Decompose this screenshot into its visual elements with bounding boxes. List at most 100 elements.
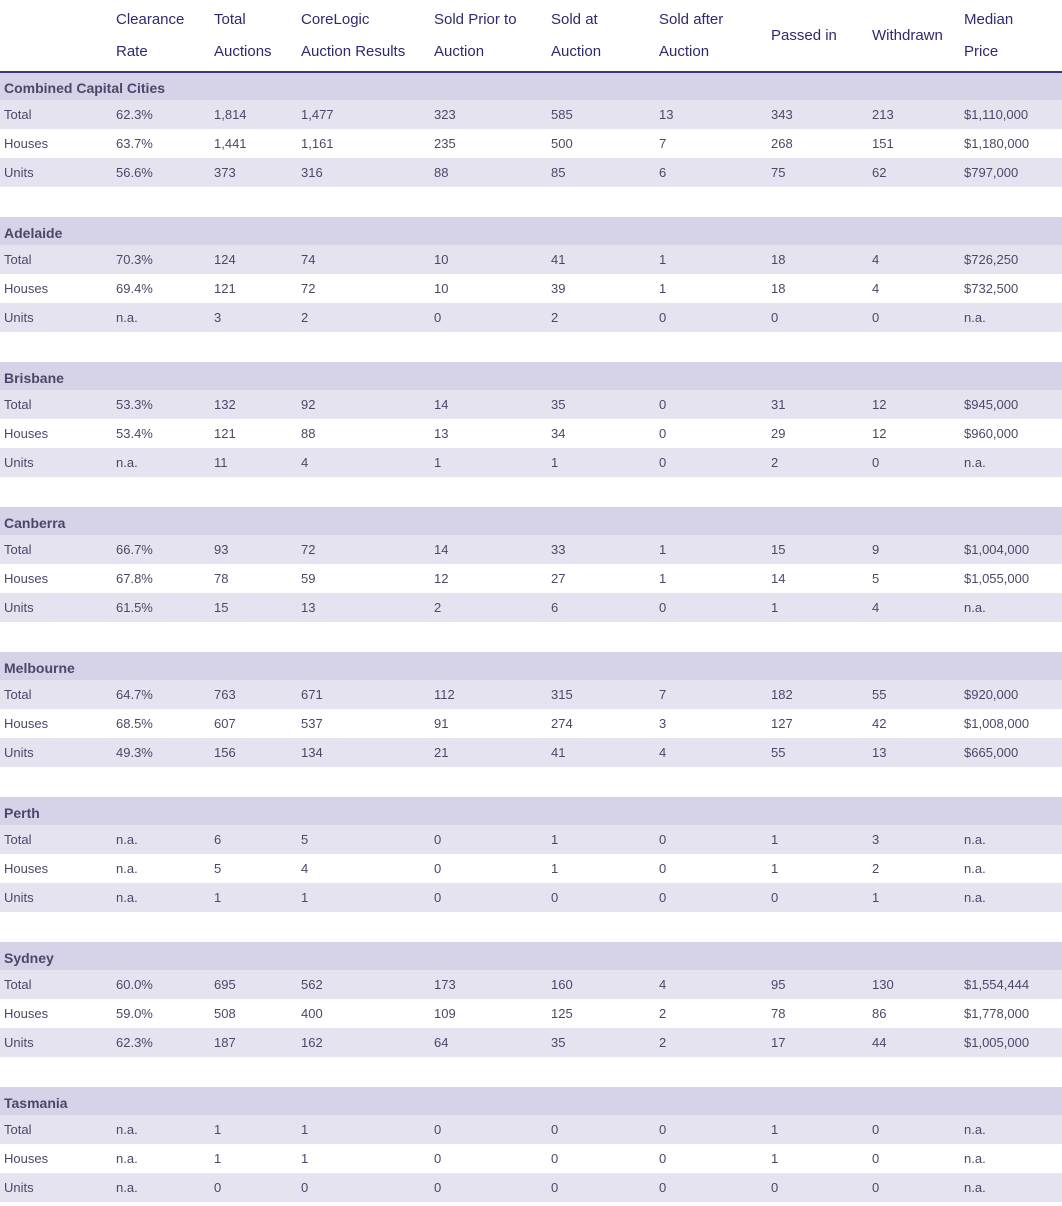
cell-median-price: $1,180,000 (960, 129, 1062, 158)
table-row: Total 53.3% 132 92 14 35 0 31 12 $945,000 (0, 390, 1062, 419)
cell-passed-in: 2 (767, 448, 868, 477)
cell-sold-after: 0 (655, 593, 767, 622)
cell-sold-after: 0 (655, 1115, 767, 1144)
cell-sold-after: 0 (655, 448, 767, 477)
cell-total-auctions: 763 (210, 680, 297, 709)
cell-sold-at: 27 (547, 564, 655, 593)
cell-withdrawn: 151 (868, 129, 960, 158)
cell-sold-prior: 88 (430, 158, 547, 187)
cell-corelogic-results: 72 (297, 274, 430, 303)
cell-sold-at: 315 (547, 680, 655, 709)
cell-corelogic-results: 4 (297, 854, 430, 883)
cell-total-auctions: 132 (210, 390, 297, 419)
spacer-cell (0, 622, 1062, 652)
header-corelogic-results: CoreLogic Auction Results (297, 0, 430, 73)
cell-sold-prior: 0 (430, 883, 547, 912)
spacer-row (0, 187, 1062, 217)
cell-sold-after: 7 (655, 129, 767, 158)
cell-passed-in: 55 (767, 738, 868, 767)
cell-median-price: $1,008,000 (960, 709, 1062, 738)
cell-sold-prior: 10 (430, 274, 547, 303)
cell-passed-in: 18 (767, 245, 868, 274)
table-row: Total n.a. 6 5 0 1 0 1 3 n.a. (0, 825, 1062, 854)
cell-row-label: Houses (0, 854, 112, 883)
cell-corelogic-results: 5 (297, 825, 430, 854)
header-sold-after: Sold after Auction (655, 0, 767, 73)
cell-row-label: Total (0, 100, 112, 129)
cell-clearance-rate: 67.8% (112, 564, 210, 593)
cell-clearance-rate: n.a. (112, 825, 210, 854)
table-row: Houses 59.0% 508 400 109 125 2 78 86 $1,778,000 (0, 999, 1062, 1028)
cell-sold-prior: 91 (430, 709, 547, 738)
cell-row-label: Units (0, 883, 112, 912)
cell-corelogic-results: 88 (297, 419, 430, 448)
cell-corelogic-results: 92 (297, 390, 430, 419)
cell-corelogic-results: 13 (297, 593, 430, 622)
table-row: Units n.a. 11 4 1 1 0 2 0 n.a. (0, 448, 1062, 477)
cell-sold-prior: 0 (430, 1115, 547, 1144)
cell-sold-at: 0 (547, 1144, 655, 1173)
cell-total-auctions: 156 (210, 738, 297, 767)
cell-clearance-rate: 53.4% (112, 419, 210, 448)
cell-passed-in: 17 (767, 1028, 868, 1057)
cell-withdrawn: 4 (868, 274, 960, 303)
cell-sold-at: 39 (547, 274, 655, 303)
cell-row-label: Units (0, 1173, 112, 1202)
cell-median-price: $797,000 (960, 158, 1062, 187)
cell-withdrawn: 13 (868, 738, 960, 767)
cell-total-auctions: 93 (210, 535, 297, 564)
cell-sold-after: 0 (655, 1144, 767, 1173)
cell-median-price: $945,000 (960, 390, 1062, 419)
cell-sold-after: 0 (655, 419, 767, 448)
cell-row-label: Units (0, 1028, 112, 1057)
cell-total-auctions: 6 (210, 825, 297, 854)
cell-withdrawn: 9 (868, 535, 960, 564)
cell-clearance-rate: n.a. (112, 1144, 210, 1173)
cell-median-price: n.a. (960, 1173, 1062, 1202)
cell-sold-at: 274 (547, 709, 655, 738)
cell-passed-in: 75 (767, 158, 868, 187)
cell-withdrawn: 44 (868, 1028, 960, 1057)
table-row: Units n.a. 3 2 0 2 0 0 0 n.a. (0, 303, 1062, 332)
region-name: Combined Capital Cities (4, 80, 166, 96)
cell-clearance-rate: n.a. (112, 883, 210, 912)
header-total-auctions: Total Auctions (210, 0, 297, 73)
cell-sold-prior: 323 (430, 100, 547, 129)
cell-clearance-rate: 64.7% (112, 680, 210, 709)
cell-sold-after: 2 (655, 999, 767, 1028)
cell-row-label: Houses (0, 274, 112, 303)
cell-sold-after: 0 (655, 825, 767, 854)
cell-median-price: $665,000 (960, 738, 1062, 767)
cell-withdrawn: 0 (868, 1115, 960, 1144)
cell-sold-prior: 21 (430, 738, 547, 767)
cell-withdrawn: 0 (868, 303, 960, 332)
cell-total-auctions: 1,814 (210, 100, 297, 129)
cell-total-auctions: 5 (210, 854, 297, 883)
cell-sold-at: 1 (547, 854, 655, 883)
region-header: Combined Capital Cities (0, 72, 1062, 100)
cell-corelogic-results: 562 (297, 970, 430, 999)
spacer-row (0, 332, 1062, 362)
table-row: Units 61.5% 15 13 2 6 0 1 4 n.a. (0, 593, 1062, 622)
cell-sold-prior: 0 (430, 854, 547, 883)
cell-total-auctions: 607 (210, 709, 297, 738)
cell-median-price: n.a. (960, 854, 1062, 883)
cell-withdrawn: 4 (868, 593, 960, 622)
table-row: Units 56.6% 373 316 88 85 6 75 62 $797,000 (0, 158, 1062, 187)
cell-row-label: Units (0, 448, 112, 477)
cell-sold-prior: 14 (430, 390, 547, 419)
cell-sold-prior: 64 (430, 1028, 547, 1057)
cell-clearance-rate: 53.3% (112, 390, 210, 419)
cell-total-auctions: 11 (210, 448, 297, 477)
cell-clearance-rate: 69.4% (112, 274, 210, 303)
table-row: Total 66.7% 93 72 14 33 1 15 9 $1,004,000 (0, 535, 1062, 564)
cell-corelogic-results: 316 (297, 158, 430, 187)
region-header: Adelaide (0, 217, 1062, 245)
spacer-row (0, 622, 1062, 652)
cell-row-label: Units (0, 593, 112, 622)
cell-total-auctions: 187 (210, 1028, 297, 1057)
cell-sold-at: 0 (547, 883, 655, 912)
cell-passed-in: 0 (767, 1173, 868, 1202)
cell-sold-prior: 0 (430, 303, 547, 332)
